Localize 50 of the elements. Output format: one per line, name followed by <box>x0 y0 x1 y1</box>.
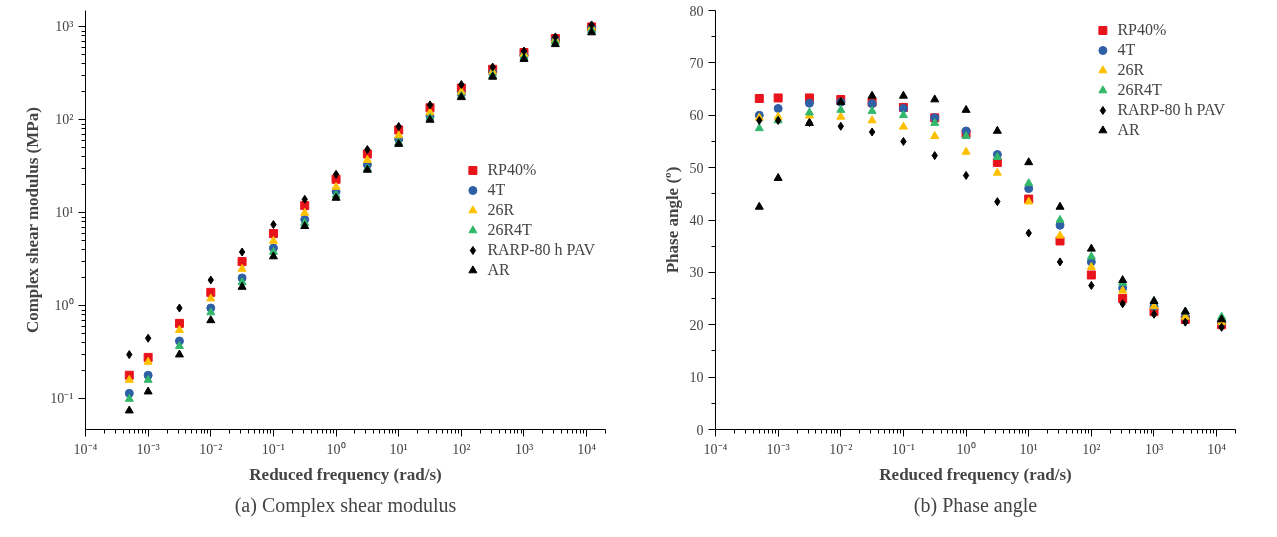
x-tick-label: 10³ <box>1144 441 1164 457</box>
y-axis-title: Complex shear modulus (MPa) <box>23 107 43 334</box>
x-tick-label: 10⁻⁴ <box>703 441 728 457</box>
y-tick-label: 40 <box>689 213 704 228</box>
x-tick-label: 10² <box>1082 441 1101 457</box>
text: (a) Complex shear modulus <box>234 493 457 517</box>
y-tick-label: 10⁻¹ <box>50 391 74 407</box>
x-tick-label: 10⁻¹ <box>261 441 286 457</box>
y-tick-label: 10⁰ <box>54 298 74 314</box>
legend-label: RARP-80 h PAV <box>1117 101 1225 119</box>
legend-label: AR <box>487 260 510 279</box>
legend-label: 26R <box>1117 61 1145 79</box>
x-tick-label: 10¹ <box>1019 441 1038 457</box>
x-tick-label: 10² <box>452 441 471 457</box>
y-tick-label: 10¹ <box>55 205 74 221</box>
text: (b) Phase angle <box>913 493 1038 517</box>
x-axis-title: Reduced frequency (rad/s) <box>879 464 1072 484</box>
x-tick-label: 10⁰ <box>326 441 346 457</box>
x-tick-label: 10⁻³ <box>766 441 790 457</box>
x-tick-label: 10⁻¹ <box>891 441 916 457</box>
y-tick-label: 50 <box>689 160 704 176</box>
x-tick-label: 10⁰ <box>956 441 976 457</box>
legend-label: 26R4T <box>487 220 532 239</box>
legend-label: 4T <box>1117 41 1137 59</box>
y-tick-label: 80 <box>689 3 704 19</box>
legend-label: 26R4T <box>1117 81 1162 99</box>
y-tick-label: 0 <box>696 422 704 438</box>
legend-label: 4T <box>487 180 507 199</box>
x-tick-label: 10³ <box>514 441 534 457</box>
x-tick-label: 10⁻² <box>199 441 223 457</box>
x-tick-label: 10⁴ <box>577 441 597 457</box>
x-tick-label: 10¹ <box>389 441 408 457</box>
y-tick-label: 30 <box>689 265 704 281</box>
legend-label: AR <box>1117 121 1140 139</box>
legend-label: 26R <box>487 200 515 219</box>
y-tick-label: 60 <box>689 108 704 124</box>
y-tick-label: 70 <box>689 55 704 71</box>
x-tick-label: 10⁻² <box>829 441 853 457</box>
x-axis-title: Reduced frequency (rad/s) <box>249 464 442 484</box>
legend-label: RP40% <box>1117 21 1167 39</box>
x-tick-label: 10⁻³ <box>136 441 160 457</box>
y-tick-label: 10³ <box>55 19 74 35</box>
y-tick-label: 10 <box>689 370 704 386</box>
y-tick-label: 10² <box>55 112 74 128</box>
legend-label: RP40% <box>487 160 537 179</box>
x-tick-label: 10⁴ <box>1207 441 1227 457</box>
legend-label: RARP-80 h PAV <box>487 240 595 259</box>
y-axis-title: Phase angle (º) <box>662 166 682 274</box>
x-tick-label: 10⁻⁴ <box>73 441 98 457</box>
y-tick-label: 20 <box>689 317 704 333</box>
